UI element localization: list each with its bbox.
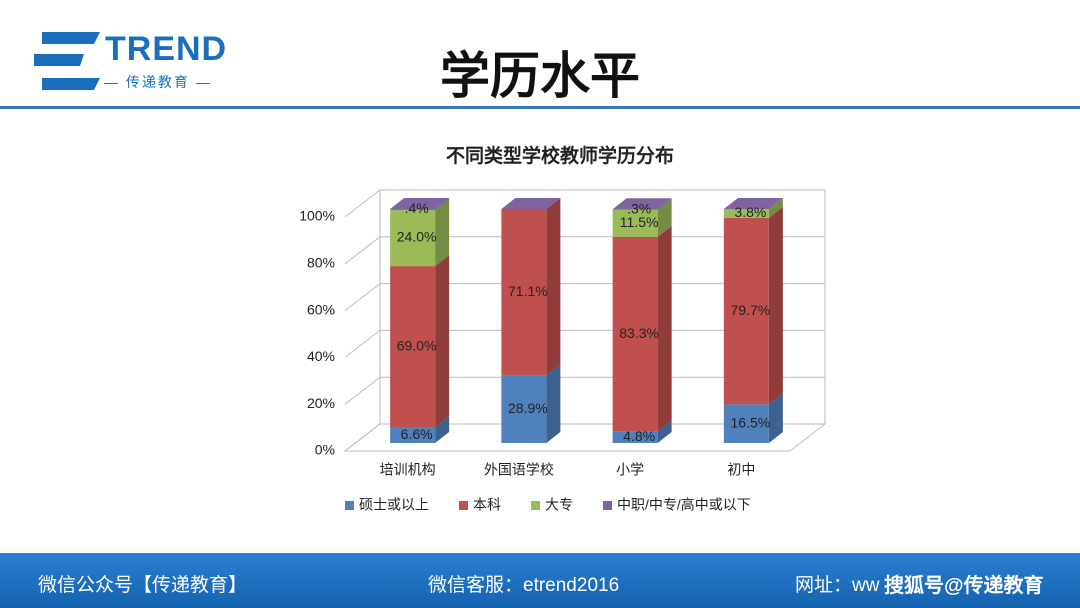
y-tick-label: 0% <box>315 442 335 458</box>
data-label: 6.6% <box>401 426 433 442</box>
bar-segment <box>501 375 547 443</box>
data-label: .3% <box>627 200 651 216</box>
data-label: 4.8% <box>623 428 655 444</box>
data-label: 16.5% <box>731 414 771 430</box>
chart-title: 不同类型学校教师学历分布 <box>446 144 674 167</box>
legend-swatch <box>459 501 468 510</box>
y-tick-label: 80% <box>307 255 335 271</box>
bar-segment <box>390 427 436 443</box>
bar-side <box>546 364 561 443</box>
data-label: .4% <box>405 200 429 216</box>
footer: 微信公众号【传递教育】 微信客服：etrend2016 网址：ww 搜狐号@传递… <box>0 553 1080 608</box>
bar-top <box>723 198 783 209</box>
bar-side <box>768 393 783 443</box>
bar-segment <box>612 431 658 443</box>
bar-side <box>435 416 450 443</box>
legend-label: 中职/中专/高中或以下 <box>617 497 751 513</box>
bar-top <box>612 198 672 210</box>
bar-segment <box>501 209 547 376</box>
bar-side <box>546 198 561 376</box>
data-label: 28.9% <box>508 400 548 416</box>
bar-segment <box>723 209 769 218</box>
grid-line <box>344 236 825 265</box>
legend-swatch <box>531 501 540 510</box>
y-tick-label: 100% <box>299 208 335 224</box>
x-tick-label: 培训机构 <box>380 462 436 478</box>
x-tick-label: 小学 <box>616 462 644 478</box>
data-label: 79.7% <box>731 302 771 318</box>
bar-side <box>657 198 672 210</box>
data-label: 69.0% <box>397 338 437 354</box>
bar-segment <box>612 236 658 432</box>
y-tick-label: 20% <box>307 395 335 411</box>
grid-line <box>344 283 825 311</box>
bar-side <box>657 420 672 443</box>
x-tick-label: 外国语学校 <box>484 462 554 478</box>
logo-text: TREND <box>105 30 228 68</box>
bar-segment <box>612 209 658 210</box>
data-label: 83.3% <box>619 325 659 341</box>
y-tick-label: 40% <box>307 348 335 364</box>
slide-title: 学历水平 <box>440 48 640 104</box>
logo-icon <box>34 32 100 90</box>
bar-segment <box>723 217 769 405</box>
bar-segment <box>390 209 436 210</box>
bar-top <box>501 198 561 209</box>
bar-top <box>390 198 450 209</box>
footer-text: 微信客服：etrend2016 <box>428 575 620 596</box>
bar-side <box>435 255 450 428</box>
legend-swatch <box>603 501 612 510</box>
legend-label: 大专 <box>545 497 573 513</box>
bar-side <box>435 198 450 210</box>
header-rule <box>0 106 1080 109</box>
grid-line <box>344 189 825 218</box>
bar-side <box>435 198 450 267</box>
bar-side <box>768 206 783 405</box>
bar-segment <box>612 209 658 237</box>
watermark: 搜狐号@传递教育 <box>884 575 1044 597</box>
grid-line <box>344 423 825 452</box>
data-label: 3.8% <box>734 204 766 220</box>
footer-text: 网址：ww <box>795 575 880 596</box>
logo-subtitle: — 传递教育 — <box>104 74 212 90</box>
data-label: 24.0% <box>397 229 437 245</box>
x-tick-label: 初中 <box>727 462 755 478</box>
y-tick-label: 60% <box>307 301 335 317</box>
legend-label: 硕士或以上 <box>359 497 429 513</box>
bar-side <box>657 198 672 237</box>
bar-segment <box>390 209 436 267</box>
data-label: 11.5% <box>620 214 659 230</box>
bar-side <box>657 225 672 432</box>
data-label: 71.1% <box>508 283 548 299</box>
bar-segment <box>390 266 436 428</box>
legend-swatch <box>345 501 354 510</box>
legend-label: 本科 <box>473 497 501 513</box>
footer-text: 微信公众号【传递教育】 <box>38 575 248 596</box>
bar-segment <box>723 404 769 443</box>
grid-line <box>344 329 825 358</box>
bar-side <box>768 198 783 218</box>
grid-line <box>344 376 825 405</box>
